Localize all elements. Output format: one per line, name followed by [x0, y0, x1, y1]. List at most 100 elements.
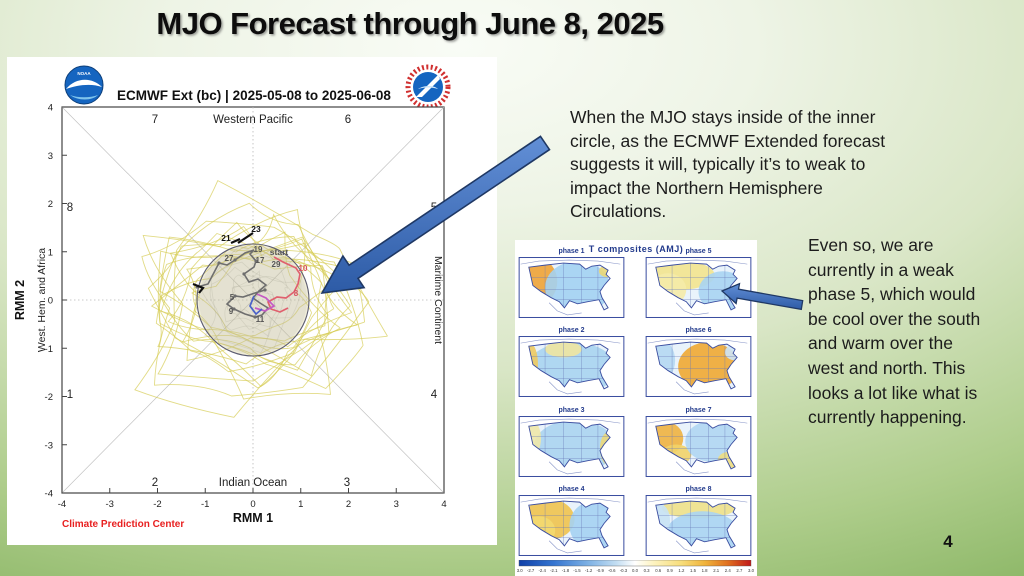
colorbar-tick-label: -0.3: [620, 568, 628, 573]
ensemble-member-line: [157, 238, 364, 390]
ensemble-member-line: [209, 266, 293, 338]
phase-3-label: 3: [344, 477, 350, 489]
annotation-inner-circle: When the MJO stays inside of the inner c…: [570, 107, 886, 221]
phase-map-label: phase 1: [558, 248, 585, 255]
phase-1-label: 1: [67, 389, 73, 401]
x-axis-ticks: -4 -3 -2 -1 0 1 2 3 4: [58, 488, 447, 510]
us-temperature-map: [645, 257, 752, 318]
x-tick-label: 0: [250, 499, 255, 510]
colorbar-tick-label: 0.9: [667, 568, 674, 573]
ensemble-member-line: [142, 209, 358, 382]
phase-map-phase-8: phase 8: [645, 486, 752, 561]
region-western-pacific: Western Pacific: [213, 114, 293, 126]
phase-map-label: phase 5: [685, 248, 712, 255]
y-tick-label: -1: [45, 344, 53, 355]
phase-5-label: 5: [431, 202, 437, 214]
ensemble-member-line: [150, 256, 353, 348]
mjo-diagram-panel: NOAA ECMWF Ext (bc) | 2025-05-08 to 2025…: [7, 57, 497, 545]
phase-4-label: 4: [431, 389, 438, 401]
x-tick-label: -1: [201, 499, 209, 510]
ensemble-member-line: [155, 202, 335, 373]
track-day-label: 19: [254, 245, 263, 254]
phase-map-label: phase 2: [558, 327, 585, 335]
colorbar-tick-label: 3.0: [748, 568, 755, 573]
track-day-label: 17: [256, 256, 265, 265]
y-axis-ticks: 4 3 2 1 0 -1 -2 -3 -4: [45, 103, 67, 500]
svg-text:NOAA: NOAA: [77, 71, 91, 76]
colorbar-tick-label: 1.8: [702, 568, 709, 573]
ensemble-member-line: [202, 245, 292, 349]
colorbar-tick-label: 0.6: [655, 568, 662, 573]
mjo-figure-title: ECMWF Ext (bc) | 2025-05-08 to 2025-06-0…: [117, 88, 391, 103]
ensemble-member-line: [167, 221, 332, 400]
composites-panel: T composites (AMJ) phase 1 phase 5 phase 2…: [515, 240, 757, 576]
us-temperature-map: [518, 415, 625, 477]
us-temperature-map: [645, 494, 752, 556]
x-tick-label: 1: [298, 499, 303, 510]
colorbar-tick-label: -3.0: [517, 568, 523, 573]
y-tick-label: 1: [48, 247, 53, 258]
colorbar-tick-label: -2.7: [527, 568, 535, 573]
y-tick-label: -4: [45, 489, 53, 500]
phase-map-phase-5: phase 5: [645, 248, 752, 323]
us-temperature-map: [645, 336, 752, 398]
x-axis-title: RMM 1: [233, 511, 273, 525]
y-tick-label: 4: [48, 103, 53, 114]
observed-track-blue: [249, 295, 263, 316]
phase-map-label: phase 7: [685, 406, 712, 414]
forecast-track-black-segments: [192, 232, 254, 294]
slide-title: MJO Forecast through June 8, 2025: [156, 6, 664, 41]
ensemble-member-line: [224, 274, 278, 328]
colorbar-tick-label: -2.1: [550, 568, 558, 573]
temperature-colorbar: -3.0 -2.7-2.4 -2.1 -1.8-1.5 -1.2-0.9 -0.6 -0.3…: [517, 560, 755, 573]
track-day-label: 23: [251, 224, 261, 234]
track-day-label: 21: [221, 233, 231, 243]
us-temperature-map: [518, 336, 625, 398]
x-tick-label: -3: [106, 499, 114, 510]
colorbar-tick-label: 2.4: [725, 568, 732, 573]
y-tick-label: 0: [48, 296, 53, 307]
ensemble-member-line: [159, 235, 351, 377]
track-day-label: 8: [294, 289, 299, 298]
track-day-label: 9: [229, 307, 234, 316]
phase-8-label: 8: [67, 202, 73, 214]
track-day-labels: start 10 8 5 9 11 17 19 21 23 27 29: [221, 224, 308, 324]
colorbar-tick-label: 1.2: [678, 568, 685, 573]
phase-map-phase-6: phase 6: [645, 327, 752, 402]
composites-title: T composites (AMJ): [588, 244, 684, 254]
region-indian-ocean: Indian Ocean: [219, 477, 287, 489]
x-tick-label: 4: [441, 499, 446, 510]
colorbar-tick-label: -2.4: [538, 568, 546, 573]
ensemble-member-line: [181, 242, 313, 350]
ensemble-member-line: [147, 213, 330, 389]
colorbar-tick-label: -0.9: [596, 568, 604, 573]
ensemble-member-line: [169, 225, 339, 361]
colorbar-tick-label: 1.5: [690, 568, 697, 573]
phase-map-phase-2: phase 2: [518, 327, 625, 402]
colorbar-tick-label: 0.0: [632, 568, 639, 573]
y-tick-label: 2: [48, 199, 53, 210]
phase-map-phase-7: phase 7: [645, 407, 752, 482]
y-tick-label: 3: [48, 151, 53, 162]
phase-6-label: 6: [345, 114, 351, 126]
x-tick-label: -4: [58, 499, 66, 510]
noaa-logo: NOAA: [64, 65, 104, 105]
ensemble-member-line: [204, 261, 302, 354]
track-day-label: 11: [256, 315, 265, 324]
y-tick-label: -3: [45, 440, 53, 451]
phase-map-phase-1: phase 1: [518, 248, 625, 323]
phase-2-label: 2: [152, 477, 158, 489]
us-temperature-map: [645, 415, 752, 477]
x-tick-label: 2: [346, 499, 351, 510]
phase-map-label: phase 3: [558, 406, 585, 414]
track-day-label: 5: [230, 293, 235, 302]
phase-map-phase-3: phase 3: [518, 407, 625, 482]
forecast-mean-track: [196, 249, 270, 318]
us-temperature-map: [518, 257, 625, 318]
phase-map-label: phase 6: [685, 327, 712, 335]
phase-map-label: phase 8: [685, 485, 712, 493]
track-day-label: 10: [299, 264, 308, 273]
track-day-label: 29: [272, 260, 281, 269]
track-day-label: start: [270, 247, 289, 257]
